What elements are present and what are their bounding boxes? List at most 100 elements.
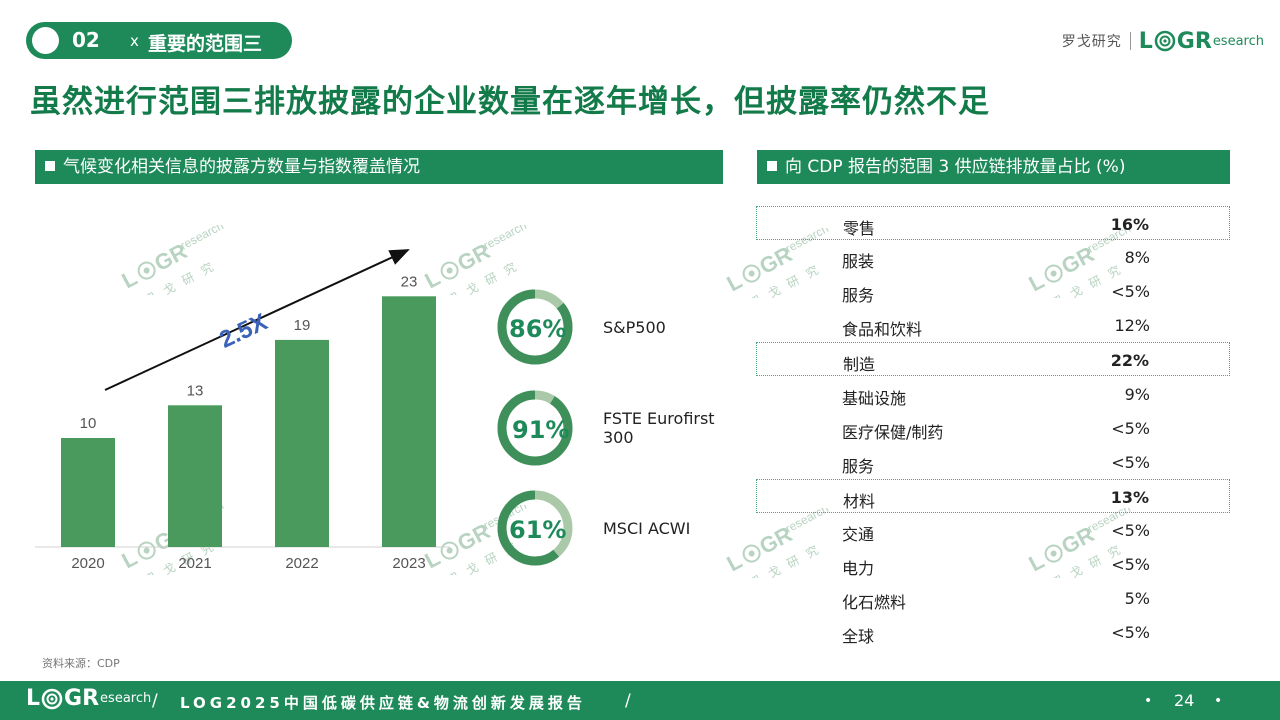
brand-divider <box>1129 32 1131 50</box>
svg-text:research: research <box>481 225 529 253</box>
sector-name: 服务 <box>842 457 875 476</box>
section-dot <box>32 27 59 54</box>
bar-value-label: 23 <box>401 273 418 290</box>
footer-slash: / <box>625 691 631 711</box>
footer-bar: L G R esearch / LOG2025中国低碳供应链&物流创新发展报告 … <box>0 681 1280 720</box>
bar-2022 <box>275 339 329 547</box>
footer-logo: L G R esearch <box>26 686 151 711</box>
gauge-percent: 91% <box>512 416 570 444</box>
sector-share: <5% <box>1111 453 1150 472</box>
donut-gauge <box>496 389 574 471</box>
logo-research-text: esearch <box>1212 33 1264 49</box>
section-pill: 02 x 重要的范围三 <box>26 22 292 59</box>
table-row: 服务 <5% <box>756 274 1230 308</box>
table-row: 基础设施 9% <box>756 377 1230 411</box>
x-tick-label: 2023 <box>392 555 425 572</box>
brand-logo: L G R esearch <box>1139 29 1264 54</box>
source-note: 资料来源：CDP <box>42 657 120 670</box>
sector-share: 12% <box>1114 316 1150 335</box>
bullet-square-icon <box>767 161 777 171</box>
sector-name: 材料 <box>843 492 876 511</box>
left-panel-title: 气候变化相关信息的披露方数量与指数覆盖情况 <box>63 157 420 177</box>
table-row: 全球 <5% <box>756 615 1230 649</box>
bar-2021 <box>168 405 222 547</box>
x-tick-label: 2021 <box>178 555 211 572</box>
sector-share: 22% <box>1110 351 1149 370</box>
section-number: 02 <box>72 28 100 52</box>
right-panel-header: 向 CDP 报告的范围 3 供应链排放量占比 (%) <box>757 150 1230 184</box>
bar-value-label: 19 <box>294 317 311 334</box>
gauge-index-label: FSTE Eurofirst 300 <box>603 409 715 447</box>
logo-letter-l: L <box>26 686 41 711</box>
table-row: 服务 <5% <box>756 445 1230 479</box>
bar-value-label: 10 <box>80 415 97 432</box>
logo-letter-l: L <box>1138 28 1153 54</box>
gauge-percent: 61% <box>509 516 567 544</box>
sector-name: 基础设施 <box>842 389 907 408</box>
gauge-percent: 86% <box>509 315 567 343</box>
bullet-square-icon <box>45 161 55 171</box>
sector-name: 制造 <box>843 355 876 374</box>
sector-name: 食品和饮料 <box>842 320 923 339</box>
footer-slash: / <box>152 691 158 711</box>
section-separator: x <box>130 32 139 50</box>
growth-arrow <box>104 249 410 391</box>
table-row: 交通 <5% <box>756 513 1230 547</box>
bar-chart: 10 2020 13 2021 19 2022 23 2023 2.5X <box>35 249 450 572</box>
sector-name: 服装 <box>842 252 875 271</box>
sector-name: 全球 <box>842 627 875 646</box>
sector-name: 服务 <box>842 286 875 305</box>
logo-o-icon <box>1154 30 1176 52</box>
left-panel-header: 气候变化相关信息的披露方数量与指数覆盖情况 <box>35 150 723 184</box>
table-row: 零售 16% <box>756 206 1230 240</box>
page-headline: 虽然进行范围三排放披露的企业数量在逐年增长，但披露率仍然不足 <box>30 84 990 120</box>
brand-cn-name: 罗戈研究 <box>1061 34 1122 50</box>
donut-gauge <box>496 489 574 571</box>
page-number: 24 <box>1174 691 1195 710</box>
sector-share: 8% <box>1124 248 1150 267</box>
svg-text:GR: GR <box>453 518 494 556</box>
table-row: 材料 13% <box>756 479 1230 513</box>
svg-text:L: L <box>723 548 747 576</box>
brand-header: 罗戈研究 L G R esearch <box>1062 26 1264 56</box>
table-row: 化石燃料 5% <box>756 581 1230 615</box>
svg-text:L: L <box>723 268 747 296</box>
sector-share: 16% <box>1110 215 1149 234</box>
table-row: 服装 8% <box>756 240 1230 274</box>
sector-share: 9% <box>1124 385 1150 404</box>
table-row: 制造 22% <box>756 342 1230 376</box>
sector-name: 化石燃料 <box>842 593 907 612</box>
sector-name: 零售 <box>843 219 876 238</box>
logo-letter-r: R <box>1194 28 1212 54</box>
sector-share: <5% <box>1111 282 1150 301</box>
sector-share: <5% <box>1111 521 1150 540</box>
section-title: 重要的范围三 <box>148 33 263 55</box>
footer-dot: • <box>1214 693 1223 709</box>
sector-share: <5% <box>1111 623 1150 642</box>
gauge-index-label: MSCI ACWI <box>603 519 691 538</box>
gauge-index-label: S&P500 <box>603 318 666 337</box>
x-tick-label: 2020 <box>71 555 104 572</box>
bar-2023 <box>382 296 436 547</box>
table-row: 食品和饮料 12% <box>756 308 1230 342</box>
sector-name: 电力 <box>842 559 875 578</box>
sector-share: <5% <box>1111 555 1150 574</box>
x-tick-label: 2022 <box>285 555 318 572</box>
svg-text:GR: GR <box>453 238 494 276</box>
sector-share: <5% <box>1111 419 1150 438</box>
logo-letter-r: R <box>82 686 100 711</box>
footer-report-title: LOG2025中国低碳供应链&物流创新发展报告 <box>180 694 586 712</box>
logo-research-text: esearch <box>100 691 152 706</box>
right-panel-title: 向 CDP 报告的范围 3 供应链排放量占比 (%) <box>785 157 1126 177</box>
table-row: 电力 <5% <box>756 547 1230 581</box>
growth-annotation: 2.5X <box>215 308 271 353</box>
donut-gauge <box>496 288 574 370</box>
sector-share: 13% <box>1110 488 1149 507</box>
bar-value-label: 13 <box>187 382 204 399</box>
logo-letter-g: G <box>1176 28 1195 54</box>
sector-name: 医疗保健/制药 <box>842 423 944 442</box>
logo-o-icon <box>41 688 63 709</box>
table-row: 医疗保健/制药 <5% <box>756 411 1230 445</box>
footer-dot: • <box>1144 693 1153 709</box>
sector-share: 5% <box>1124 589 1150 608</box>
